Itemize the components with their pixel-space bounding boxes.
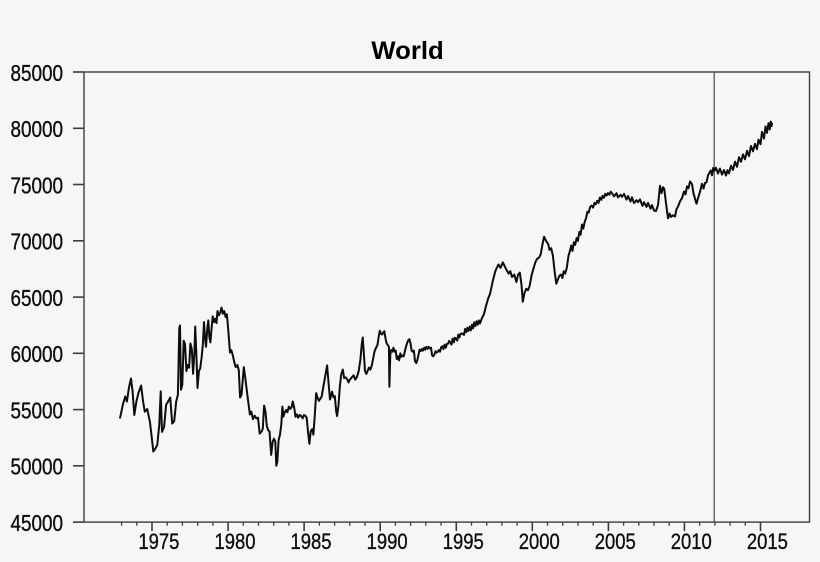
svg-text:1990: 1990 [367,529,408,554]
svg-text:75000: 75000 [11,172,64,198]
svg-text:1980: 1980 [215,529,256,554]
svg-text:60000: 60000 [11,341,64,367]
svg-text:70000: 70000 [11,229,64,255]
svg-text:1995: 1995 [443,529,484,554]
svg-text:55000: 55000 [11,397,64,423]
svg-text:45000: 45000 [11,510,64,536]
svg-text:2010: 2010 [671,529,712,554]
svg-text:85000: 85000 [11,60,64,86]
svg-text:65000: 65000 [11,285,64,311]
svg-text:1985: 1985 [291,529,332,554]
svg-text:50000: 50000 [11,454,64,480]
svg-text:2015: 2015 [747,529,788,554]
svg-text:1975: 1975 [138,529,179,554]
svg-text:80000: 80000 [11,116,64,142]
svg-text:World: World [371,37,444,65]
svg-text:2000: 2000 [519,529,560,554]
svg-text:2005: 2005 [595,529,636,554]
